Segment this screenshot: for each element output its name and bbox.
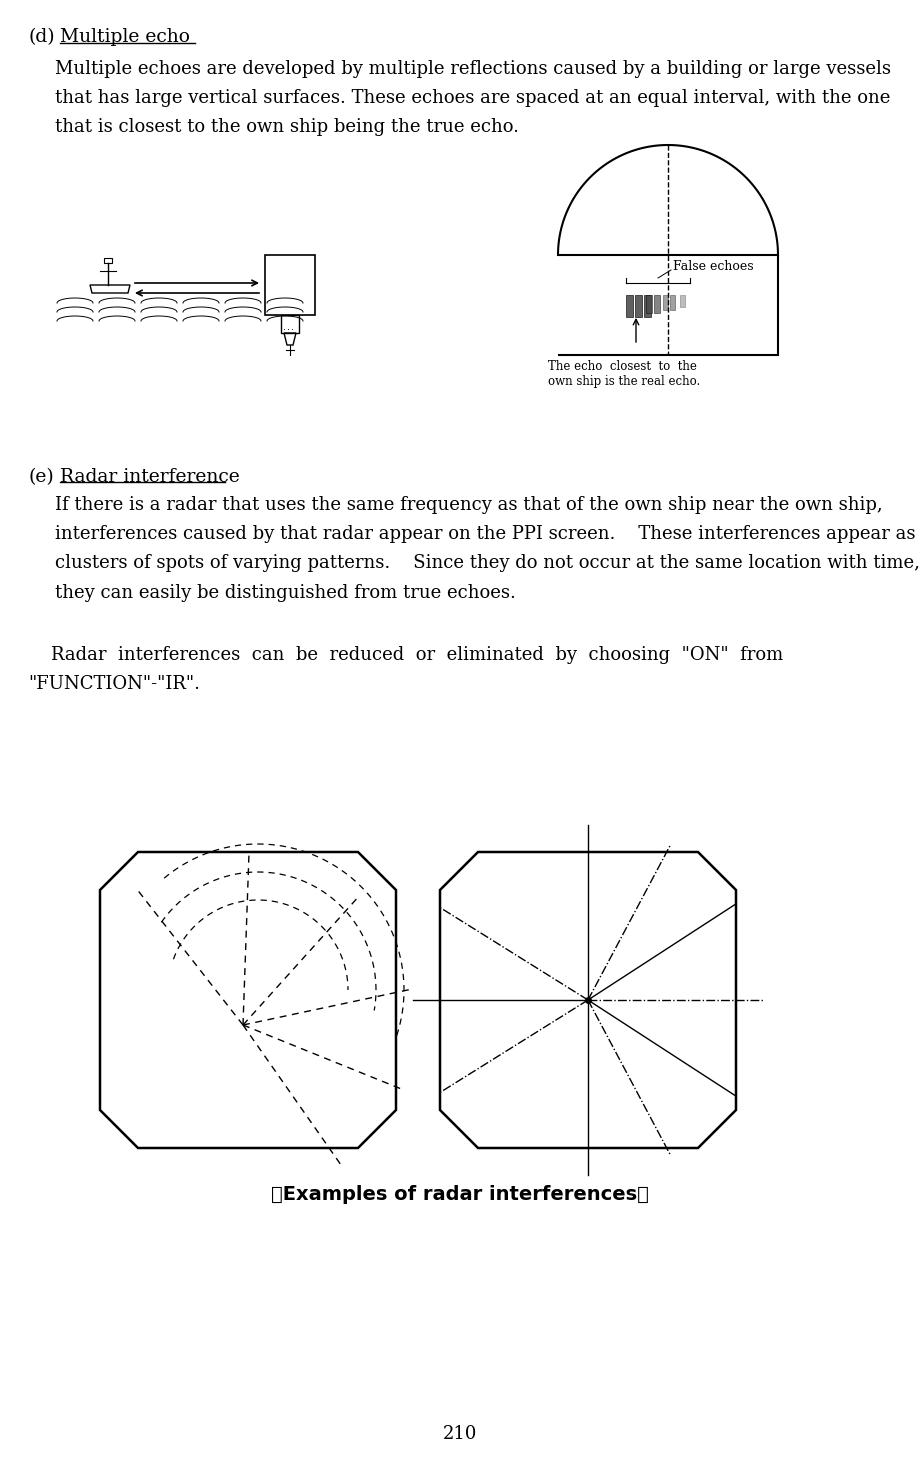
Bar — [654, 295, 660, 313]
Text: 210: 210 — [443, 1424, 477, 1443]
Text: .: . — [286, 322, 289, 332]
Text: .: . — [283, 322, 286, 332]
Text: (e): (e) — [28, 468, 53, 486]
Text: Radar interference: Radar interference — [60, 468, 239, 486]
Bar — [626, 295, 633, 316]
Bar — [646, 295, 652, 313]
Text: False echoes: False echoes — [673, 260, 753, 273]
Text: Multiple echoes are developed by multiple reflections caused by a building or la: Multiple echoes are developed by multipl… — [55, 60, 891, 137]
Text: 【Examples of radar interferences】: 【Examples of radar interferences】 — [271, 1185, 649, 1204]
Bar — [663, 295, 668, 311]
Bar — [104, 258, 112, 262]
Text: If there is a radar that uses the same frequency as that of the own ship near th: If there is a radar that uses the same f… — [55, 496, 920, 602]
Bar — [644, 295, 651, 316]
Text: Radar  interferences  can  be  reduced  or  eliminated  by  choosing  "ON"  from: Radar interferences can be reduced or el… — [28, 646, 783, 693]
Text: .: . — [290, 322, 294, 332]
Text: Multiple echo: Multiple echo — [60, 28, 190, 47]
Text: The echo  closest  to  the
own ship is the real echo.: The echo closest to the own ship is the … — [548, 360, 700, 388]
Bar — [635, 295, 642, 316]
Text: (d): (d) — [28, 28, 54, 47]
Bar — [670, 295, 675, 311]
Bar — [680, 295, 685, 308]
